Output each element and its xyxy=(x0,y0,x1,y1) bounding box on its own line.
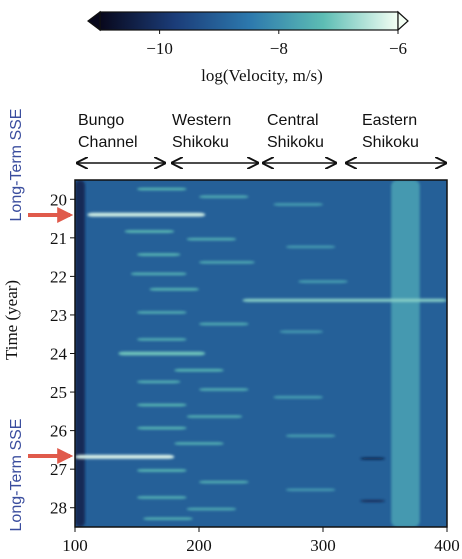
heatmap-cell xyxy=(143,517,193,521)
y-tick-label: 26 xyxy=(50,422,67,441)
heatmap-cell xyxy=(360,500,385,502)
heatmap-cell xyxy=(137,187,187,191)
heatmap-cell xyxy=(186,237,237,241)
colorbar-extend xyxy=(87,10,101,32)
heatmap-cell xyxy=(174,368,224,372)
heatmap-cell xyxy=(391,180,420,527)
heatmap-cell xyxy=(273,203,323,206)
region-label: Eastern xyxy=(362,112,417,129)
heatmap-cell xyxy=(137,469,187,472)
heatmap-cell xyxy=(199,388,249,391)
heatmap-cell xyxy=(199,195,249,199)
heatmap-cell xyxy=(298,280,348,283)
region-label: Channel xyxy=(78,134,138,151)
y-tick-label: 25 xyxy=(50,383,67,402)
heatmap-cell xyxy=(186,507,237,511)
heatmap-cell xyxy=(130,272,187,276)
y-tick-label: 27 xyxy=(50,460,68,479)
colorbar-tick-label: −10 xyxy=(146,39,173,58)
colorbar-tick-label: −8 xyxy=(270,39,288,58)
region-label: Shikoku xyxy=(267,134,324,151)
y-tick-label: 20 xyxy=(50,190,67,209)
heatmap-cell xyxy=(137,253,181,256)
heatmap-cell xyxy=(75,180,85,527)
colorbar-label: log(Velocity, m/s) xyxy=(201,66,323,85)
heatmap-cell xyxy=(137,496,187,499)
region-label: Shikoku xyxy=(362,134,419,151)
heatmap-cell xyxy=(87,212,206,217)
heatmap-cell xyxy=(199,480,249,484)
heatmap-cell xyxy=(273,395,323,399)
heatmap-cell xyxy=(279,330,323,334)
heatmap-cell xyxy=(360,457,385,460)
sse-label: Long-Term SSE xyxy=(8,109,25,222)
sse-label: Long-Term SSE xyxy=(8,419,25,532)
y-tick-label: 28 xyxy=(50,499,67,518)
heatmap xyxy=(75,180,447,527)
colorbar-extend xyxy=(397,10,409,32)
region-label: Shikoku xyxy=(172,134,229,151)
region-label: Bungo xyxy=(78,112,124,129)
region-arrows xyxy=(28,163,446,464)
heatmap-cell xyxy=(137,403,187,407)
heatmap-cell xyxy=(137,338,187,341)
heatmap-cell xyxy=(285,488,336,492)
colorbar xyxy=(99,11,399,31)
x-tick-label: 200 xyxy=(186,536,212,555)
y-tick-label: 22 xyxy=(50,267,67,286)
heatmap-cell xyxy=(137,426,187,430)
region-label: Central xyxy=(267,112,319,129)
heatmap-cell xyxy=(137,380,181,384)
x-tick-label: 400 xyxy=(434,536,460,555)
x-tick-label: 300 xyxy=(310,536,336,555)
heatmap-cell xyxy=(186,415,243,418)
heatmap-cell xyxy=(199,260,255,264)
y-tick-label: 21 xyxy=(50,229,67,248)
heatmap-cell xyxy=(174,442,224,445)
heatmap-cell xyxy=(124,230,175,233)
heatmap-cell xyxy=(285,245,336,249)
heatmap-cell xyxy=(285,434,336,438)
heatmap-cell xyxy=(149,287,199,291)
heatmap-cell xyxy=(199,322,249,326)
heatmap-cell xyxy=(137,311,187,314)
x-tick-label: 100 xyxy=(62,536,88,555)
heatmap-cell xyxy=(75,454,175,459)
region-label: Western xyxy=(172,112,231,129)
heatmap-cell xyxy=(118,351,206,356)
heatmap-cell xyxy=(242,298,447,302)
y-tick-label: 24 xyxy=(50,345,68,364)
y-axis-label: Time (year) xyxy=(2,280,21,360)
y-tick-label: 23 xyxy=(50,306,67,325)
colorbar-tick-label: −6 xyxy=(389,39,407,58)
